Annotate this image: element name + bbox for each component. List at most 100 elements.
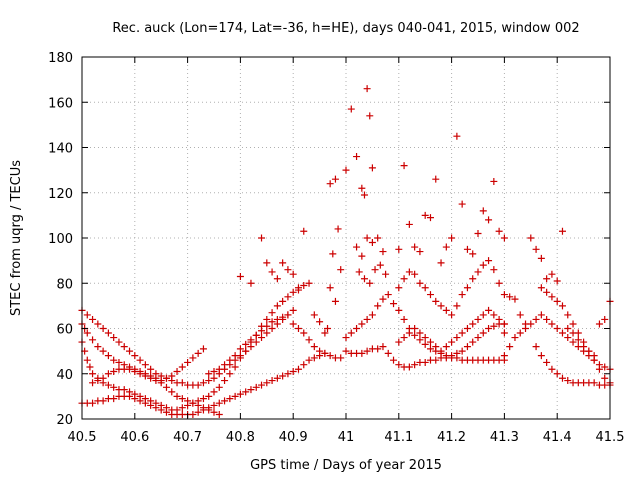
data-point [368, 239, 376, 247]
data-point [421, 340, 429, 348]
data-point [358, 349, 366, 357]
data-point [83, 329, 91, 337]
data-point [162, 374, 170, 382]
data-point [532, 315, 540, 323]
data-point [300, 329, 308, 337]
data-point [516, 329, 524, 337]
data-point [210, 388, 218, 396]
data-point [537, 311, 545, 319]
data-point [495, 227, 503, 235]
data-point [453, 349, 461, 357]
data-point [405, 363, 413, 371]
data-point [131, 352, 139, 360]
data-point [337, 354, 345, 362]
data-point [178, 363, 186, 371]
data-point [537, 352, 545, 360]
data-point [569, 320, 577, 328]
data-point [226, 395, 234, 403]
data-point [432, 175, 440, 183]
data-point [115, 358, 123, 366]
data-point [485, 257, 493, 265]
data-point [184, 397, 192, 405]
x-tick-label: 41.3 [490, 430, 519, 445]
data-point [189, 354, 197, 362]
data-point [110, 334, 118, 342]
data-point [479, 261, 487, 269]
data-point [395, 284, 403, 292]
data-point [574, 343, 582, 351]
data-point [553, 370, 561, 378]
data-point [347, 329, 355, 337]
data-point [395, 306, 403, 314]
data-point [506, 293, 514, 301]
data-point [199, 395, 207, 403]
data-point [273, 275, 281, 283]
data-point [120, 343, 128, 351]
data-point [363, 315, 371, 323]
data-point [310, 354, 318, 362]
data-point [342, 166, 350, 174]
data-point [210, 374, 218, 382]
data-point [331, 175, 339, 183]
data-point [210, 367, 218, 375]
data-point [353, 243, 361, 251]
data-point [294, 325, 302, 332]
data-point [395, 338, 403, 346]
data-point [574, 336, 582, 344]
data-point [558, 374, 566, 382]
data-point [368, 164, 376, 172]
data-point [353, 153, 361, 161]
data-point [110, 383, 118, 391]
data-point [189, 399, 197, 407]
data-point [463, 245, 471, 253]
data-point [564, 334, 572, 342]
data-point [366, 112, 374, 120]
data-point [479, 311, 487, 319]
data-point [89, 379, 97, 387]
data-point [437, 347, 445, 355]
data-point [474, 229, 482, 237]
data-point [601, 363, 609, 371]
data-point [511, 295, 519, 303]
data-point [469, 250, 477, 258]
data-point [437, 259, 445, 267]
data-point [131, 395, 139, 403]
data-point [147, 401, 155, 409]
data-point [595, 320, 603, 328]
data-point [221, 397, 229, 405]
x-tick-label: 41.5 [596, 430, 625, 445]
data-point [157, 377, 165, 385]
data-point [334, 225, 342, 233]
data-point [355, 268, 363, 276]
data-point [376, 261, 384, 269]
data-point [543, 315, 551, 323]
data-point [432, 356, 440, 364]
data-point [162, 383, 170, 391]
data-point [469, 320, 477, 328]
data-point [273, 374, 281, 382]
data-point [247, 343, 255, 351]
data-point [453, 302, 461, 310]
data-point [553, 277, 561, 285]
data-point [247, 336, 255, 344]
data-point [590, 379, 598, 387]
data-point [558, 329, 566, 337]
data-point [236, 345, 244, 353]
x-tick-label: 40.8 [226, 430, 255, 445]
data-point [284, 370, 292, 378]
data-point [152, 404, 160, 412]
data-point [263, 315, 271, 323]
data-point [252, 383, 260, 391]
data-point [426, 291, 434, 299]
data-point [236, 390, 244, 398]
data-point [374, 234, 382, 242]
data-point [384, 291, 392, 299]
data-point [94, 320, 102, 328]
data-point [411, 270, 419, 278]
data-point [500, 352, 508, 360]
data-point [448, 338, 456, 346]
data-point [215, 365, 223, 373]
y-tick-label: 100 [48, 232, 73, 247]
data-point [162, 408, 170, 416]
data-point [104, 381, 112, 389]
